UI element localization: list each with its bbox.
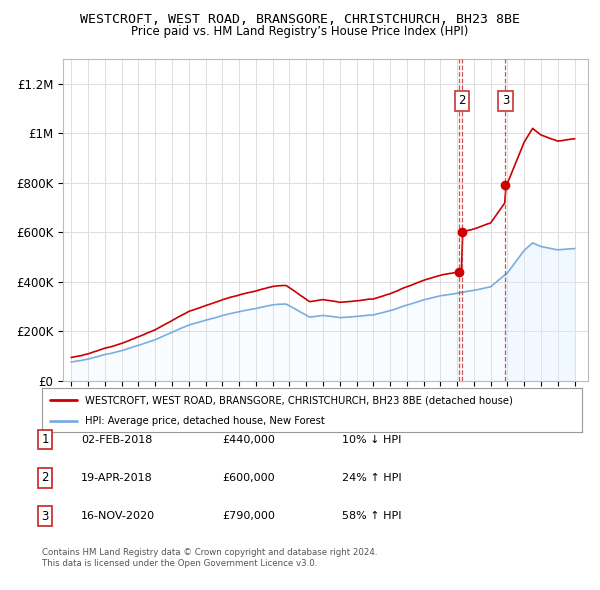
Text: 1: 1 xyxy=(41,433,49,446)
Text: WESTCROFT, WEST ROAD, BRANSGORE, CHRISTCHURCH, BH23 8BE (detached house): WESTCROFT, WEST ROAD, BRANSGORE, CHRISTC… xyxy=(85,395,513,405)
Text: WESTCROFT, WEST ROAD, BRANSGORE, CHRISTCHURCH, BH23 8BE: WESTCROFT, WEST ROAD, BRANSGORE, CHRISTC… xyxy=(80,13,520,26)
Text: £790,000: £790,000 xyxy=(222,512,275,521)
Text: Contains HM Land Registry data © Crown copyright and database right 2024.: Contains HM Land Registry data © Crown c… xyxy=(42,548,377,556)
Text: 10% ↓ HPI: 10% ↓ HPI xyxy=(342,435,401,444)
Text: 3: 3 xyxy=(41,510,49,523)
Text: 2: 2 xyxy=(41,471,49,484)
Text: 02-FEB-2018: 02-FEB-2018 xyxy=(81,435,152,444)
Text: £440,000: £440,000 xyxy=(222,435,275,444)
Text: HPI: Average price, detached house, New Forest: HPI: Average price, detached house, New … xyxy=(85,416,325,426)
Text: £600,000: £600,000 xyxy=(222,473,275,483)
Text: 2: 2 xyxy=(458,94,466,107)
Text: 58% ↑ HPI: 58% ↑ HPI xyxy=(342,512,401,521)
Text: Price paid vs. HM Land Registry’s House Price Index (HPI): Price paid vs. HM Land Registry’s House … xyxy=(131,25,469,38)
Text: 3: 3 xyxy=(502,94,509,107)
Text: 19-APR-2018: 19-APR-2018 xyxy=(81,473,153,483)
Text: This data is licensed under the Open Government Licence v3.0.: This data is licensed under the Open Gov… xyxy=(42,559,317,568)
Text: 16-NOV-2020: 16-NOV-2020 xyxy=(81,512,155,521)
Text: 24% ↑ HPI: 24% ↑ HPI xyxy=(342,473,401,483)
